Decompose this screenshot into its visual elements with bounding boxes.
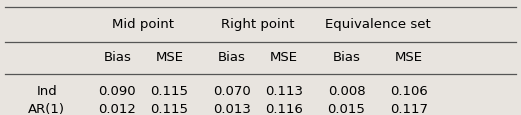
Text: 0.115: 0.115 [151,84,188,97]
Text: 0.113: 0.113 [265,84,303,97]
Text: 0.070: 0.070 [213,84,251,97]
Text: 0.015: 0.015 [328,102,365,115]
Text: 0.106: 0.106 [390,84,428,97]
Text: MSE: MSE [395,51,423,64]
Text: 0.013: 0.013 [213,102,251,115]
Text: Bias: Bias [332,51,361,64]
Text: Right point: Right point [221,18,295,31]
Text: 0.008: 0.008 [328,84,365,97]
Text: Bias: Bias [218,51,246,64]
Text: AR(1): AR(1) [28,102,66,115]
Text: Ind: Ind [36,84,57,97]
Text: Mid point: Mid point [112,18,175,31]
Text: Bias: Bias [103,51,131,64]
Text: Equivalence set: Equivalence set [325,18,430,31]
Text: MSE: MSE [270,51,298,64]
Text: 0.116: 0.116 [265,102,303,115]
Text: 0.090: 0.090 [98,84,136,97]
Text: 0.117: 0.117 [390,102,428,115]
Text: 0.012: 0.012 [98,102,136,115]
Text: 0.115: 0.115 [151,102,188,115]
Text: MSE: MSE [155,51,183,64]
